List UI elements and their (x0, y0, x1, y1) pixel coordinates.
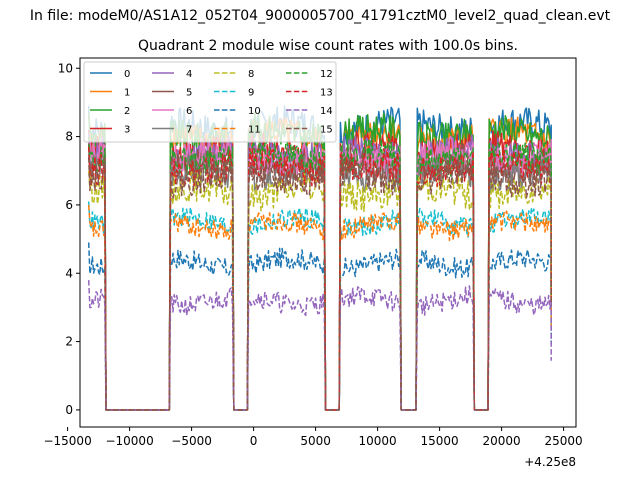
y-tick-label: 6 (65, 198, 73, 212)
x-tick-label: 15000 (421, 434, 459, 448)
legend-label: 10 (248, 106, 261, 117)
y-tick-label: 10 (58, 61, 73, 75)
legend-box (83, 61, 337, 143)
x-tick-label: −10000 (105, 434, 153, 448)
x-tick-label: 0 (250, 434, 258, 448)
series-line (87, 170, 552, 411)
x-tick-label: −5000 (171, 434, 212, 448)
legend-label: 0 (124, 69, 130, 80)
x-tick-label: −15000 (43, 434, 91, 448)
legend-label: 4 (186, 69, 192, 80)
x-tick-label: 10000 (359, 434, 397, 448)
legend-label: 8 (248, 69, 254, 80)
legend-label: 6 (186, 106, 192, 117)
x-offset-label: +4.25e8 (524, 455, 576, 469)
series-line (87, 156, 552, 411)
legend-label: 15 (320, 125, 333, 136)
x-tick-label: 5000 (300, 434, 331, 448)
figure-suptitle: In file: modeM0/AS1A12_052T04_9000005700… (30, 8, 611, 24)
y-tick-label: 4 (65, 266, 73, 280)
y-tick-label: 8 (65, 130, 73, 144)
legend-label: 7 (186, 125, 192, 136)
series-line (87, 280, 552, 411)
legend-label: 1 (124, 88, 130, 99)
chart-title: Quadrant 2 module wise count rates with … (138, 38, 518, 54)
legend-label: 13 (320, 88, 333, 99)
y-axis: 0 2 4 6 8 10 (58, 61, 80, 417)
legend-label: 12 (320, 69, 333, 80)
legend-label: 11 (248, 125, 261, 136)
series-line (87, 242, 552, 411)
legend-label: 9 (248, 88, 254, 99)
legend-label: 2 (124, 106, 130, 117)
y-tick-label: 0 (65, 403, 73, 417)
legend-label: 3 (124, 125, 130, 136)
series-line (87, 204, 552, 411)
legend-label: 14 (320, 106, 333, 117)
legend-label: 5 (186, 88, 192, 99)
plot-frame (79, 57, 577, 428)
x-tick-label: 20000 (483, 434, 521, 448)
x-tick-label: 25000 (545, 434, 583, 448)
y-tick-label: 2 (65, 335, 73, 349)
x-axis: −15000 −10000 −5000 0 5000 10000 15000 20000 250… (43, 427, 583, 448)
